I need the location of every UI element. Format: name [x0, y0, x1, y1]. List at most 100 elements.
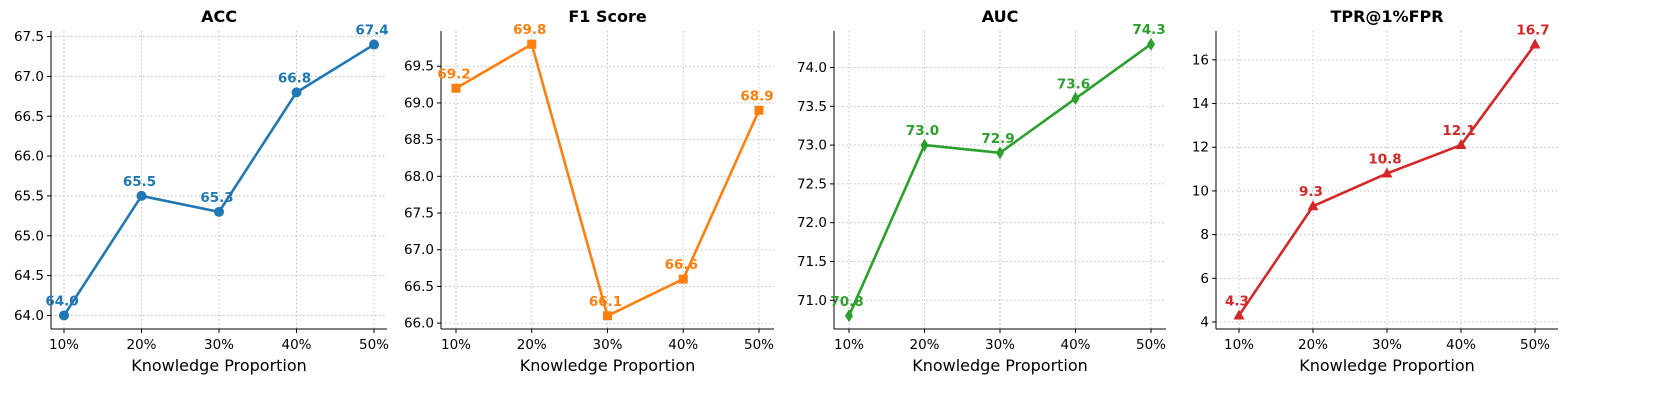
data-point-0: [59, 310, 69, 321]
x-tick-label-0: 10%: [49, 337, 79, 353]
data-label-0: 64.0: [45, 293, 78, 309]
chart-panel-1: 64.064.565.065.566.066.567.067.510% 20% 30…: [14, 7, 389, 375]
data-point-4: [1529, 38, 1541, 49]
y-tick-label-3: 67.5: [404, 206, 434, 222]
data-label-2: 72.9: [981, 131, 1014, 147]
y-tick-label-2: 67.0: [404, 242, 434, 258]
y-tick-label-5: 68.5: [404, 132, 434, 148]
data-point-4: [369, 39, 379, 50]
x-tick-label-2: 30%: [1372, 337, 1402, 353]
x-tick-label-3: 40%: [668, 337, 698, 353]
y-tick-label-1: 71.5: [797, 254, 827, 270]
data-label-0: 69.2: [437, 66, 470, 82]
y-tick-label-0: 4: [1200, 315, 1209, 331]
y-tick-label-0: 66.0: [404, 316, 434, 332]
data-point-2: [603, 311, 612, 321]
data-point-1: [920, 138, 929, 152]
x-axis-label: Knowledge Proportion: [912, 356, 1088, 375]
data-label-4: 68.9: [740, 88, 773, 104]
data-label-4: 74.3: [1132, 22, 1165, 38]
x-tick-label-4: 50%: [359, 337, 389, 353]
data-label-2: 10.8: [1368, 151, 1401, 167]
y-tick-label-0: 64.0: [14, 308, 44, 324]
chart-title: F1 Score: [568, 7, 647, 26]
x-tick-label-3: 40%: [1446, 337, 1476, 353]
y-tick-label-3: 10: [1192, 183, 1209, 199]
x-axis-label: Knowledge Proportion: [131, 356, 307, 375]
y-tick-label-7: 69.5: [404, 59, 434, 75]
data-label-4: 67.4: [355, 23, 388, 39]
data-label-3: 66.6: [665, 257, 698, 273]
data-label-3: 73.6: [1057, 77, 1090, 93]
data-point-4: [754, 105, 764, 115]
x-tick-label-4: 50%: [744, 337, 774, 353]
chart-title: TPR@1%FPR: [1330, 7, 1443, 26]
y-tick-label-5: 73.5: [797, 99, 827, 115]
x-tick-label-1: 20%: [909, 337, 939, 353]
data-point-1: [1307, 200, 1319, 211]
y-tick-label-6: 16: [1192, 52, 1209, 68]
y-tick-label-4: 73.0: [797, 138, 827, 154]
y-tick-label-7: 67.5: [14, 29, 44, 45]
data-point-3: [678, 274, 688, 284]
y-tick-label-2: 65.0: [14, 228, 44, 244]
x-tick-label-3: 40%: [281, 337, 311, 353]
data-point-0: [845, 309, 853, 323]
x-tick-label-1: 20%: [126, 337, 156, 353]
y-tick-label-5: 14: [1192, 96, 1209, 112]
y-tick-label-3: 72.5: [797, 176, 827, 192]
y-tick-label-6: 67.0: [14, 69, 44, 85]
data-point-4: [1147, 37, 1155, 51]
chart-title: ACC: [201, 7, 237, 26]
data-label-1: 9.3: [1299, 184, 1323, 200]
x-tick-label-2: 30%: [592, 337, 622, 353]
data-label-3: 66.8: [278, 70, 311, 86]
data-point-0: [1233, 309, 1245, 320]
chart-panel-4: 4 6 8 10 12 14 16 10% 20% 30% 40% 50% TPR@1%FPR Knowl…: [1192, 7, 1558, 375]
y-tick-label-1: 66.5: [404, 279, 434, 295]
data-label-0: 70.8: [830, 294, 863, 310]
x-tick-label-0: 10%: [1224, 337, 1254, 353]
x-tick-label-4: 50%: [1520, 337, 1550, 353]
data-point-3: [291, 87, 302, 98]
x-tick-label-1: 20%: [517, 337, 547, 353]
data-label-4: 16.7: [1516, 23, 1549, 39]
x-axis-label: Knowledge Proportion: [520, 356, 696, 375]
data-label-0: 4.3: [1225, 293, 1249, 309]
data-label-2: 66.1: [589, 294, 622, 310]
data-label-1: 73.0: [906, 123, 939, 139]
data-point-2: [996, 146, 1004, 160]
x-axis-label: Knowledge Proportion: [1299, 356, 1475, 375]
x-tick-label-0: 10%: [441, 337, 471, 353]
chart-title: AUC: [982, 7, 1019, 26]
x-tick-label-2: 30%: [204, 337, 234, 353]
y-tick-label-2: 8: [1200, 227, 1209, 243]
data-point-1: [136, 190, 147, 201]
x-tick-label-4: 50%: [1136, 337, 1166, 353]
data-point-2: [214, 206, 224, 217]
data-label-1: 69.8: [513, 22, 546, 38]
x-tick-label-1: 20%: [1298, 337, 1328, 353]
x-tick-label-3: 40%: [1060, 337, 1090, 353]
data-point-0: [451, 83, 461, 93]
y-tick-label-1: 6: [1200, 271, 1209, 287]
y-tick-label-0: 71.0: [797, 293, 827, 309]
data-label-1: 65.5: [123, 174, 156, 190]
y-tick-label-4: 66.0: [14, 149, 44, 165]
y-tick-label-6: 74.0: [797, 60, 827, 76]
y-tick-label-1: 64.5: [14, 268, 44, 284]
data-point-3: [1455, 139, 1467, 150]
x-tick-label-2: 30%: [985, 337, 1015, 353]
chart-panel-2: 66.0 66.5 67.0 67.5 68.0 68.5 69.0 69.5 10% 20% 30…: [404, 7, 774, 375]
y-tick-label-3: 65.5: [14, 188, 44, 204]
data-label-2: 65.3: [200, 190, 233, 206]
y-tick-label-4: 68.0: [404, 169, 434, 185]
y-tick-label-5: 66.5: [14, 109, 44, 125]
chart-panel-3: 71.0 71.5 72.0 72.5 73.0 73.5 74.0 10% 20% 30% 40%…: [797, 7, 1166, 375]
y-tick-label-4: 12: [1192, 140, 1209, 156]
x-tick-label-0: 10%: [834, 337, 864, 353]
data-point-2: [1381, 167, 1393, 178]
data-label-3: 12.1: [1442, 123, 1475, 139]
data-point-3: [1071, 92, 1080, 106]
